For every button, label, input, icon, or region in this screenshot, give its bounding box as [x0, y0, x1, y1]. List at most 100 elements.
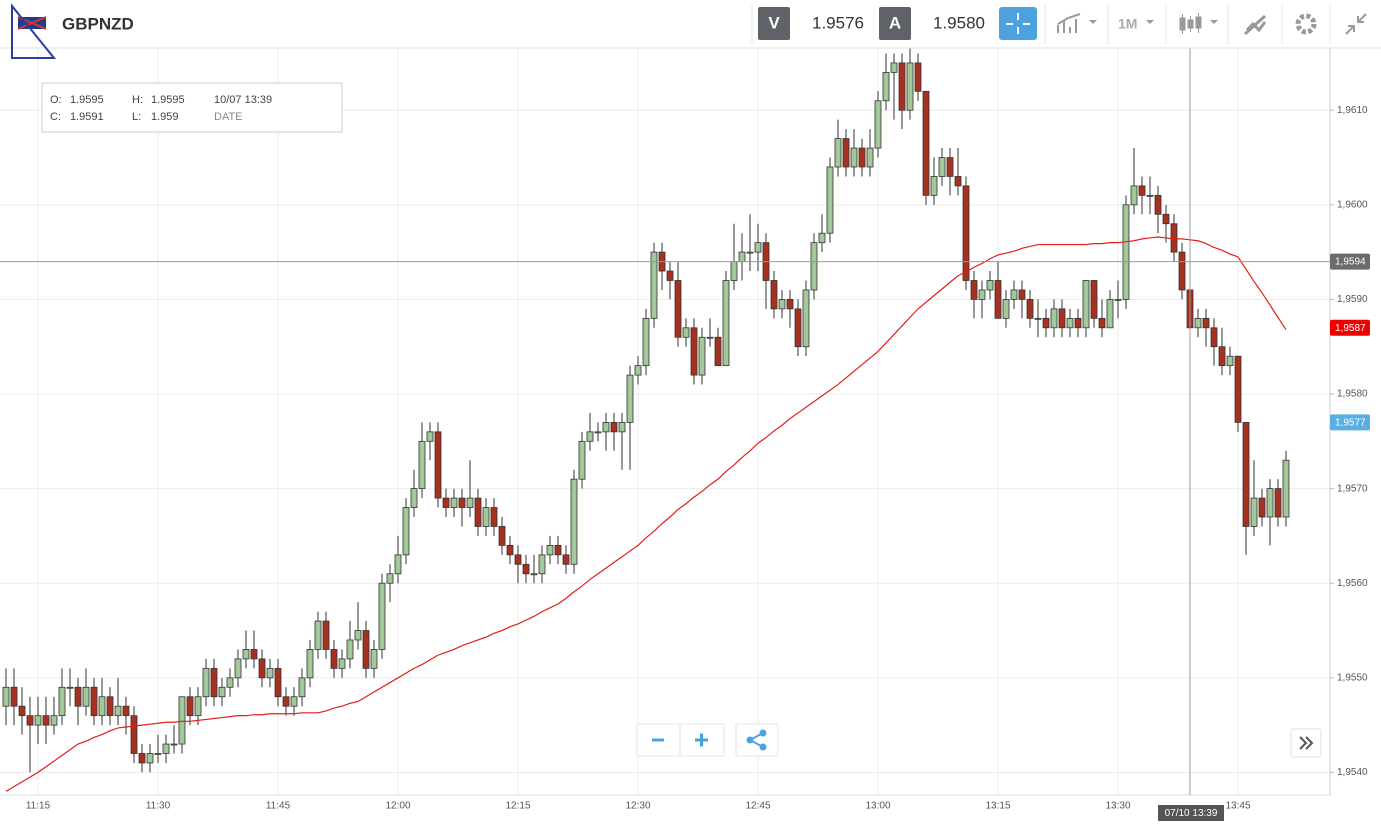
candle-up	[586, 431, 594, 442]
candle-down	[1026, 299, 1034, 319]
x-tick-label: 13:45	[1225, 801, 1250, 812]
candle-up	[266, 667, 274, 679]
crosshair-time-box	[1158, 805, 1224, 821]
candle-down	[954, 176, 962, 187]
collapse-button[interactable]	[1345, 13, 1367, 35]
zoom-in-button[interactable]	[695, 733, 708, 747]
candle-down	[250, 649, 258, 660]
candle-up	[234, 658, 242, 679]
ask-button[interactable]	[879, 7, 911, 40]
candle-up	[754, 242, 762, 253]
settings-hole	[1303, 21, 1309, 27]
candle-up	[170, 743, 178, 746]
candle-up	[1130, 185, 1138, 206]
candle-up	[346, 639, 354, 660]
candle-down	[42, 715, 50, 726]
candle-up	[882, 71, 890, 102]
x-tick-label: 12:30	[625, 801, 650, 812]
y-tick-label: 1,9610	[1337, 105, 1368, 116]
y-tick-label: 1,9600	[1337, 199, 1368, 210]
candle-down	[922, 90, 930, 196]
time-value: 10/07 13:39	[214, 94, 272, 106]
candle-up	[1146, 194, 1154, 197]
candle-down	[10, 686, 18, 707]
crosshair-time: 07/10 13:39	[1165, 808, 1218, 819]
candle-up	[58, 686, 66, 717]
bid-label: V	[768, 13, 780, 32]
candle-down	[122, 705, 130, 717]
candle-up	[178, 696, 186, 745]
open-label: O:	[50, 94, 62, 106]
crosshair-button[interactable]	[999, 7, 1037, 40]
candle-up	[850, 147, 858, 168]
candle-up	[402, 507, 410, 556]
candle-down	[1170, 223, 1178, 253]
candle-down	[858, 147, 866, 168]
x-tick-label: 11:15	[26, 801, 51, 812]
x-tick-label: 13:00	[865, 801, 890, 812]
candle-up	[450, 497, 458, 508]
candle-up	[426, 431, 434, 442]
dropdown-arrow	[1089, 20, 1097, 24]
draw-button[interactable]	[1243, 14, 1267, 36]
candle-up	[218, 686, 226, 698]
candle-up	[1106, 299, 1114, 329]
x-tick-label: 13:15	[985, 801, 1010, 812]
candle-up	[626, 374, 634, 423]
candle-up	[418, 440, 426, 490]
plot	[0, 48, 1330, 792]
candle-down	[786, 299, 794, 310]
candle-up	[546, 544, 554, 556]
candle-up	[682, 327, 690, 338]
candle-up	[642, 317, 650, 367]
candle-down	[138, 753, 146, 764]
candle-up	[1002, 299, 1010, 319]
candle-down	[322, 620, 330, 650]
candle-down	[690, 327, 698, 376]
y-tick-label: 1,9570	[1337, 483, 1368, 494]
candle-up	[818, 232, 826, 244]
candle-down	[1154, 194, 1162, 215]
candle-down	[794, 308, 802, 348]
candle-up	[538, 554, 546, 575]
candle-up	[1010, 289, 1018, 300]
candle-down	[362, 630, 370, 669]
price-tag	[1330, 253, 1370, 270]
candle-up	[482, 507, 490, 527]
symbol: GBPNZD	[62, 14, 134, 33]
bid-button[interactable]	[758, 7, 790, 40]
candle-down	[74, 686, 82, 707]
candle-up	[370, 649, 378, 669]
candle-down	[714, 336, 722, 367]
candle-up	[618, 421, 626, 433]
candle-down	[1138, 185, 1146, 196]
candle-up	[866, 147, 874, 168]
candle-down	[26, 715, 34, 726]
candle-type-button[interactable]	[1179, 13, 1202, 34]
candle-up	[578, 440, 586, 480]
candle-up	[354, 630, 362, 641]
candle-up	[2, 686, 10, 707]
candle-down	[274, 667, 282, 698]
candle-up	[1194, 317, 1202, 329]
header	[0, 0, 1381, 48]
candle-up	[930, 176, 938, 196]
candle-down	[282, 696, 290, 707]
candle-down	[1234, 355, 1242, 423]
x-tick-label: 12:00	[385, 801, 410, 812]
period-button[interactable]: 1M	[1118, 16, 1137, 32]
candle-up	[338, 658, 346, 669]
candle-up	[570, 478, 578, 565]
scroll-end-icon	[1299, 736, 1314, 750]
chart-type-button[interactable]	[1057, 13, 1081, 33]
x-tick-label: 13:30	[1105, 801, 1130, 812]
settings-button[interactable]	[1295, 13, 1317, 35]
candle-up	[986, 280, 994, 291]
y-tick-label: 1,9540	[1337, 767, 1368, 778]
ask-label: A	[889, 13, 901, 32]
candle-up	[650, 251, 658, 319]
candle-down	[1042, 317, 1050, 329]
share-button[interactable]	[735, 723, 779, 757]
candle-down	[90, 686, 98, 717]
price-tag-label: 1,9577	[1335, 418, 1366, 429]
